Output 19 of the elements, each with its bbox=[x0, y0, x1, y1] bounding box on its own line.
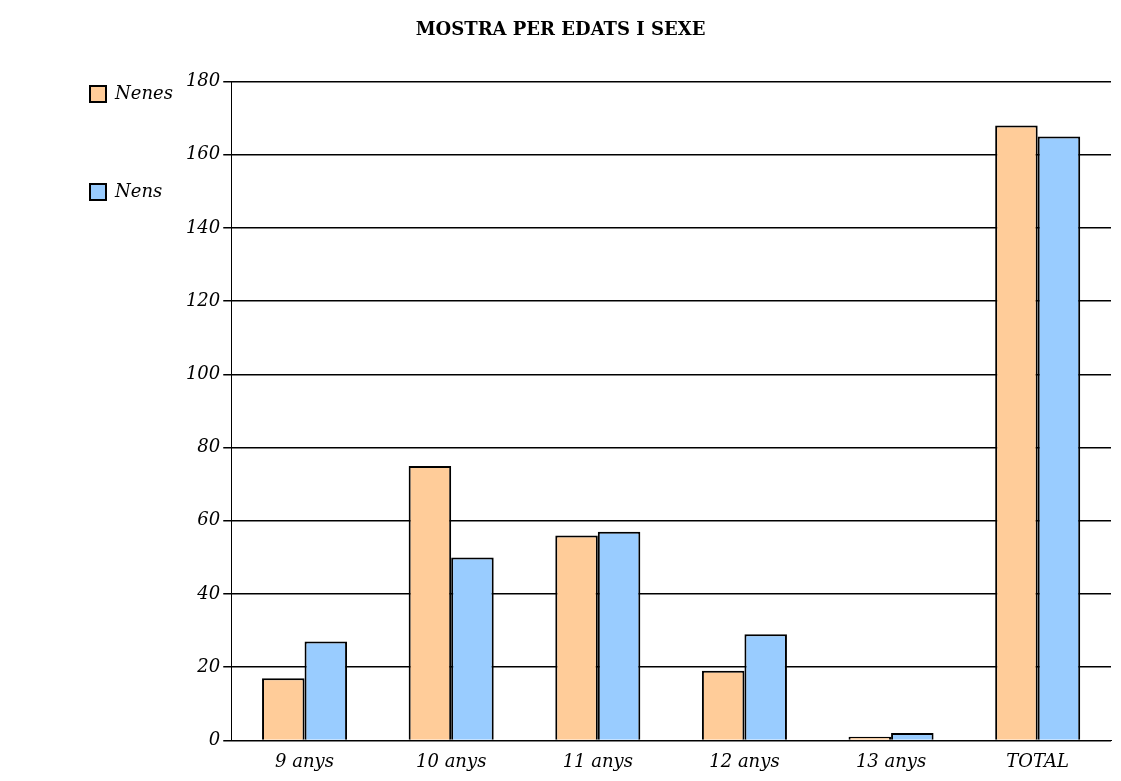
y-tick-label: 0 bbox=[208, 728, 221, 750]
x-tick-label: 10 anys bbox=[416, 749, 487, 771]
y-tick-label: 20 bbox=[196, 654, 221, 676]
y-tick-label: 140 bbox=[185, 215, 221, 237]
y-tick-label: 120 bbox=[185, 288, 221, 310]
legend-label: Nenes bbox=[114, 81, 173, 103]
y-tick-label: 180 bbox=[185, 69, 221, 91]
x-tick-label: 9 anys bbox=[275, 749, 335, 771]
y-tick-label: 160 bbox=[185, 142, 221, 164]
legend-label: Nens bbox=[114, 179, 163, 201]
x-tick-label: 11 anys bbox=[562, 749, 633, 771]
y-tick-label: 100 bbox=[185, 362, 221, 384]
y-tick-label: 80 bbox=[197, 435, 221, 457]
x-tick-label: 13 anys bbox=[855, 749, 927, 771]
chart-title: MOSTRA PER EDATS I SEXE bbox=[415, 18, 706, 40]
y-tick-label: 60 bbox=[197, 508, 221, 530]
y-tick-label: 40 bbox=[196, 581, 221, 603]
x-tick-label: TOTAL bbox=[1006, 749, 1070, 771]
x-tick-label: 12 anys bbox=[709, 749, 780, 771]
